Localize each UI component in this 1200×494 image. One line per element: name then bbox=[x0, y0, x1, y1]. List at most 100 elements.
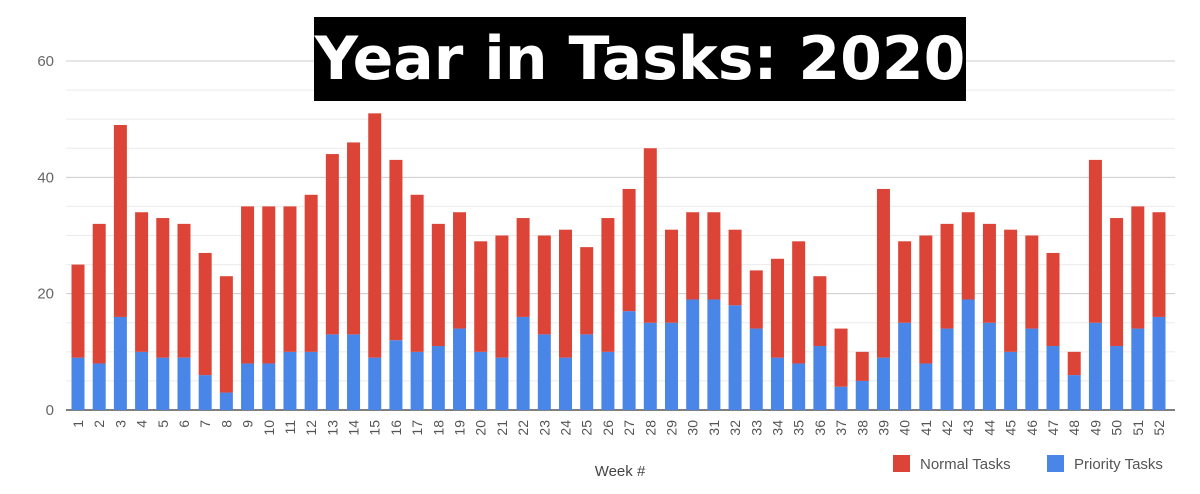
x-tick-label: 25 bbox=[579, 420, 595, 436]
x-tick-label: 42 bbox=[939, 420, 955, 436]
bar-normal-week-36 bbox=[813, 276, 827, 347]
x-tick-label: 29 bbox=[663, 420, 679, 436]
x-tick-label: 33 bbox=[748, 420, 764, 436]
bar-priority-week-43 bbox=[961, 299, 975, 410]
bar-priority-week-27 bbox=[622, 311, 636, 410]
bar-normal-week-5 bbox=[156, 218, 170, 358]
x-tick-label: 6 bbox=[176, 420, 192, 428]
bar-normal-week-1 bbox=[71, 264, 85, 358]
x-tick-label: 20 bbox=[473, 420, 489, 436]
bar-priority-week-7 bbox=[198, 375, 212, 410]
bar-priority-week-18 bbox=[431, 346, 445, 410]
x-tick-label: 12 bbox=[303, 420, 319, 436]
x-axis-label: Week # bbox=[595, 463, 646, 480]
bar-normal-week-8 bbox=[219, 276, 233, 393]
x-tick-label: 17 bbox=[409, 420, 425, 436]
bar-priority-week-51 bbox=[1131, 328, 1145, 410]
bar-normal-week-35 bbox=[792, 241, 806, 364]
legend-swatch-priority bbox=[1047, 455, 1064, 472]
bar-priority-week-3 bbox=[113, 316, 127, 410]
bar-priority-week-47 bbox=[1046, 346, 1060, 410]
x-tick-label: 37 bbox=[833, 420, 849, 436]
bar-priority-week-12 bbox=[304, 351, 318, 410]
x-tick-label: 49 bbox=[1087, 420, 1103, 436]
bar-priority-week-35 bbox=[792, 363, 806, 410]
legend-label-priority: Priority Tasks bbox=[1074, 456, 1163, 473]
x-tick-label: 40 bbox=[897, 420, 913, 436]
y-tick-label: 40 bbox=[37, 169, 54, 186]
bar-normal-week-17 bbox=[410, 194, 424, 352]
bar-priority-week-45 bbox=[1004, 351, 1018, 410]
bar-normal-week-2 bbox=[92, 223, 106, 364]
bar-normal-week-12 bbox=[304, 194, 318, 352]
bar-normal-week-50 bbox=[1110, 218, 1124, 347]
x-tick-label: 1 bbox=[70, 420, 86, 428]
bar-priority-week-28 bbox=[643, 322, 657, 410]
x-tick-label: 13 bbox=[324, 420, 340, 436]
x-tick-label: 41 bbox=[918, 420, 934, 436]
x-tick-label: 26 bbox=[600, 420, 616, 436]
bar-priority-week-1 bbox=[71, 357, 85, 410]
bar-priority-week-21 bbox=[495, 357, 509, 410]
bar-priority-week-19 bbox=[453, 328, 467, 410]
x-tick-label: 5 bbox=[155, 420, 171, 428]
x-tick-label: 44 bbox=[981, 420, 997, 436]
bar-normal-week-18 bbox=[431, 223, 445, 347]
bar-normal-week-43 bbox=[961, 212, 975, 300]
x-tick-label: 46 bbox=[1024, 420, 1040, 436]
x-tick-label: 27 bbox=[621, 420, 637, 436]
bar-priority-week-20 bbox=[474, 351, 488, 410]
bar-normal-week-21 bbox=[495, 235, 509, 358]
bar-normal-week-6 bbox=[177, 223, 191, 358]
bar-normal-week-29 bbox=[664, 229, 678, 323]
bar-normal-week-25 bbox=[580, 247, 594, 335]
bar-normal-week-46 bbox=[1025, 235, 1039, 329]
bar-normal-week-7 bbox=[198, 252, 212, 376]
bar-priority-week-36 bbox=[813, 346, 827, 410]
bar-priority-week-26 bbox=[601, 351, 615, 410]
x-tick-label: 21 bbox=[494, 420, 510, 436]
bar-normal-week-47 bbox=[1046, 252, 1060, 347]
bar-priority-week-41 bbox=[919, 363, 933, 410]
x-tick-label: 32 bbox=[727, 420, 743, 436]
bar-normal-week-11 bbox=[283, 206, 297, 352]
bar-priority-week-42 bbox=[940, 328, 954, 410]
bar-priority-week-8 bbox=[219, 392, 233, 410]
bar-normal-week-13 bbox=[325, 154, 339, 335]
bar-priority-week-25 bbox=[580, 334, 594, 410]
bar-priority-week-37 bbox=[834, 386, 848, 410]
x-tick-label: 3 bbox=[112, 420, 128, 428]
x-tick-label: 23 bbox=[536, 420, 552, 436]
y-tick-label: 0 bbox=[46, 402, 54, 419]
bar-normal-week-3 bbox=[113, 124, 127, 317]
y-axis-ticks: 0 20 40 60 bbox=[37, 53, 54, 419]
legend-label-normal: Normal Tasks bbox=[920, 456, 1011, 473]
bar-priority-week-22 bbox=[516, 316, 530, 410]
bar-normal-week-48 bbox=[1067, 351, 1081, 376]
bar-normal-week-31 bbox=[707, 212, 721, 300]
bar-normal-week-28 bbox=[643, 148, 657, 323]
bar-normal-week-34 bbox=[770, 258, 784, 358]
bar-priority-week-14 bbox=[347, 334, 361, 410]
bar-normal-week-14 bbox=[347, 142, 361, 335]
bar-normal-week-26 bbox=[601, 218, 615, 352]
x-tick-label: 34 bbox=[769, 420, 785, 436]
bar-priority-week-31 bbox=[707, 299, 721, 410]
chart-title-box: Year in Tasks: 2020 bbox=[314, 17, 966, 101]
x-tick-label: 30 bbox=[685, 420, 701, 436]
bar-normal-week-24 bbox=[559, 229, 573, 358]
legend-swatch-normal bbox=[893, 455, 910, 472]
x-tick-label: 45 bbox=[1003, 420, 1019, 436]
x-tick-label: 15 bbox=[367, 420, 383, 436]
bar-priority-week-49 bbox=[1088, 322, 1102, 410]
bar-priority-week-10 bbox=[262, 363, 276, 410]
x-tick-label: 14 bbox=[346, 420, 362, 436]
bar-priority-week-32 bbox=[728, 305, 742, 410]
bar-normal-week-52 bbox=[1152, 212, 1166, 317]
x-tick-label: 47 bbox=[1045, 420, 1061, 436]
bar-priority-week-13 bbox=[325, 334, 339, 410]
bar-priority-week-34 bbox=[770, 357, 784, 410]
x-tick-label: 11 bbox=[282, 420, 298, 435]
bar-priority-week-29 bbox=[664, 322, 678, 410]
legend: Normal Tasks Priority Tasks bbox=[893, 455, 1163, 473]
